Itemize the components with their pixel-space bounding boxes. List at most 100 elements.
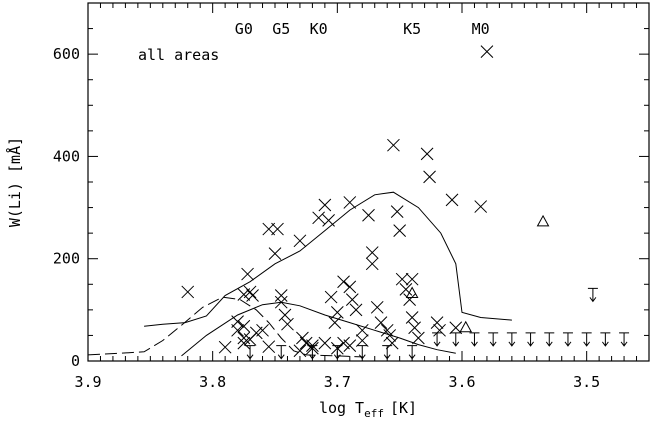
x-tick-label: 3.7: [324, 373, 351, 391]
detection-cross-marker: [423, 170, 436, 184]
detection-cross-marker: [433, 323, 446, 337]
detection-cross-marker: [374, 316, 388, 329]
detection-cross-marker: [293, 344, 307, 358]
x-axis-label: log Teff [K]: [319, 399, 417, 420]
detection-cross-marker: [385, 336, 399, 350]
detection-cross-marker: [408, 321, 421, 335]
x-axis-label-main: log T: [319, 399, 364, 417]
detection-cross-marker: [293, 234, 307, 248]
detection-cross-marker: [262, 340, 276, 354]
upper-envelope-curve: [144, 191, 512, 327]
detection-cross-marker: [349, 303, 363, 317]
upper-limit-marker: [245, 345, 256, 360]
detection-cross-marker: [324, 290, 338, 304]
data-markers: [181, 45, 630, 360]
spectral-type-label: G0: [235, 20, 253, 38]
detection-cross-marker: [445, 193, 459, 207]
detection-cross-marker: [281, 317, 294, 331]
upper-limit-marker: [276, 345, 287, 360]
detection-cross-marker: [343, 339, 357, 353]
detection-cross-marker: [181, 285, 195, 299]
dashed-track-curve: [87, 296, 363, 358]
detection-cross-marker: [355, 334, 369, 347]
detection-cross-marker: [241, 267, 254, 281]
detection-cross-marker: [343, 280, 357, 294]
detection-cross-marker: [330, 306, 344, 319]
detection-cross-marker: [390, 205, 404, 219]
detection-cross-marker: [337, 336, 350, 350]
detection-cross-marker: [278, 308, 292, 322]
detection-cross-marker: [271, 222, 284, 236]
detection-cross-marker: [405, 272, 419, 286]
x-axis-label-sub: eff: [364, 407, 384, 420]
upper-limit-marker: [407, 345, 418, 360]
detection-cross-marker: [237, 336, 251, 350]
upper-limit-marker: [544, 332, 555, 347]
x-tick-label: 3.8: [199, 373, 226, 391]
detection-cross-marker: [345, 293, 359, 306]
detection-cross-marker: [243, 285, 257, 299]
detection-cross-marker: [274, 289, 288, 302]
upper-limit-marker: [525, 332, 536, 347]
triangle-marker: [459, 320, 473, 333]
detection-cross-marker: [343, 196, 357, 209]
detection-cross-marker: [420, 147, 434, 161]
detection-cross-marker: [218, 340, 232, 354]
detection-cross-marker: [393, 224, 407, 237]
axis-ticks: [87, 2, 650, 362]
detection-cross-marker: [395, 272, 409, 286]
detection-cross-marker: [296, 331, 309, 345]
detection-cross-marker: [312, 211, 325, 225]
triangle-marker: [536, 214, 550, 227]
upper-limit-marker: [506, 332, 517, 347]
upper-limit-marker: [469, 332, 480, 347]
detection-cross-marker: [383, 329, 397, 342]
detection-cross-marker: [243, 333, 257, 346]
upper-limit-marker: [619, 332, 630, 347]
x-tick-label: 3.6: [448, 373, 475, 391]
detection-cross-marker: [274, 295, 288, 309]
model-curves: [87, 191, 512, 358]
detection-cross-marker: [370, 300, 384, 314]
upper-limit-marker: [488, 332, 499, 347]
x-tick-label: 3.5: [573, 373, 600, 391]
detection-cross-marker: [268, 247, 282, 260]
y-tick-label: 600: [53, 45, 80, 63]
detection-cross-marker: [405, 311, 419, 324]
upper-limit-marker: [307, 345, 318, 360]
upper-limit-marker: [357, 345, 368, 360]
detection-cross-marker: [337, 275, 350, 289]
detection-cross-marker: [256, 323, 269, 337]
upper-limit-marker: [562, 332, 573, 347]
detection-cross-marker: [262, 222, 276, 236]
detection-cross-marker: [474, 200, 488, 213]
detection-cross-marker: [412, 331, 425, 345]
upper-limit-marker: [581, 332, 592, 347]
detection-cross-marker: [480, 45, 494, 58]
detection-cross-marker: [403, 293, 416, 306]
detection-cross-marker: [322, 214, 335, 227]
detection-cross-marker: [246, 289, 259, 302]
x-axis-label-unit: [K]: [390, 399, 417, 417]
spectral-type-labels: G0 G5 K0 K5 M0: [235, 20, 490, 38]
detection-cross-marker: [328, 316, 342, 329]
spectral-type-label: M0: [472, 20, 490, 38]
y-axis-label: W(Li) [mÅ]: [5, 137, 24, 227]
detection-cross-marker: [365, 257, 379, 271]
triangle-marker: [405, 286, 419, 298]
detection-cross-marker: [318, 336, 332, 350]
detection-cross-marker: [231, 323, 244, 337]
upper-limit-marker: [432, 332, 443, 347]
upper-limit-marker: [587, 287, 598, 303]
y-tick-label: 200: [53, 250, 80, 268]
detection-cross-marker: [318, 198, 332, 212]
detection-cross-marker: [387, 138, 400, 152]
detection-cross-marker: [299, 336, 313, 350]
lower-envelope-curve: [181, 301, 456, 357]
detection-cross-marker: [355, 323, 369, 337]
upper-limit-marker: [382, 345, 393, 360]
upper-limit-marker: [600, 332, 611, 347]
area-annotation: all areas: [138, 46, 219, 64]
detection-cross-marker: [430, 316, 444, 329]
